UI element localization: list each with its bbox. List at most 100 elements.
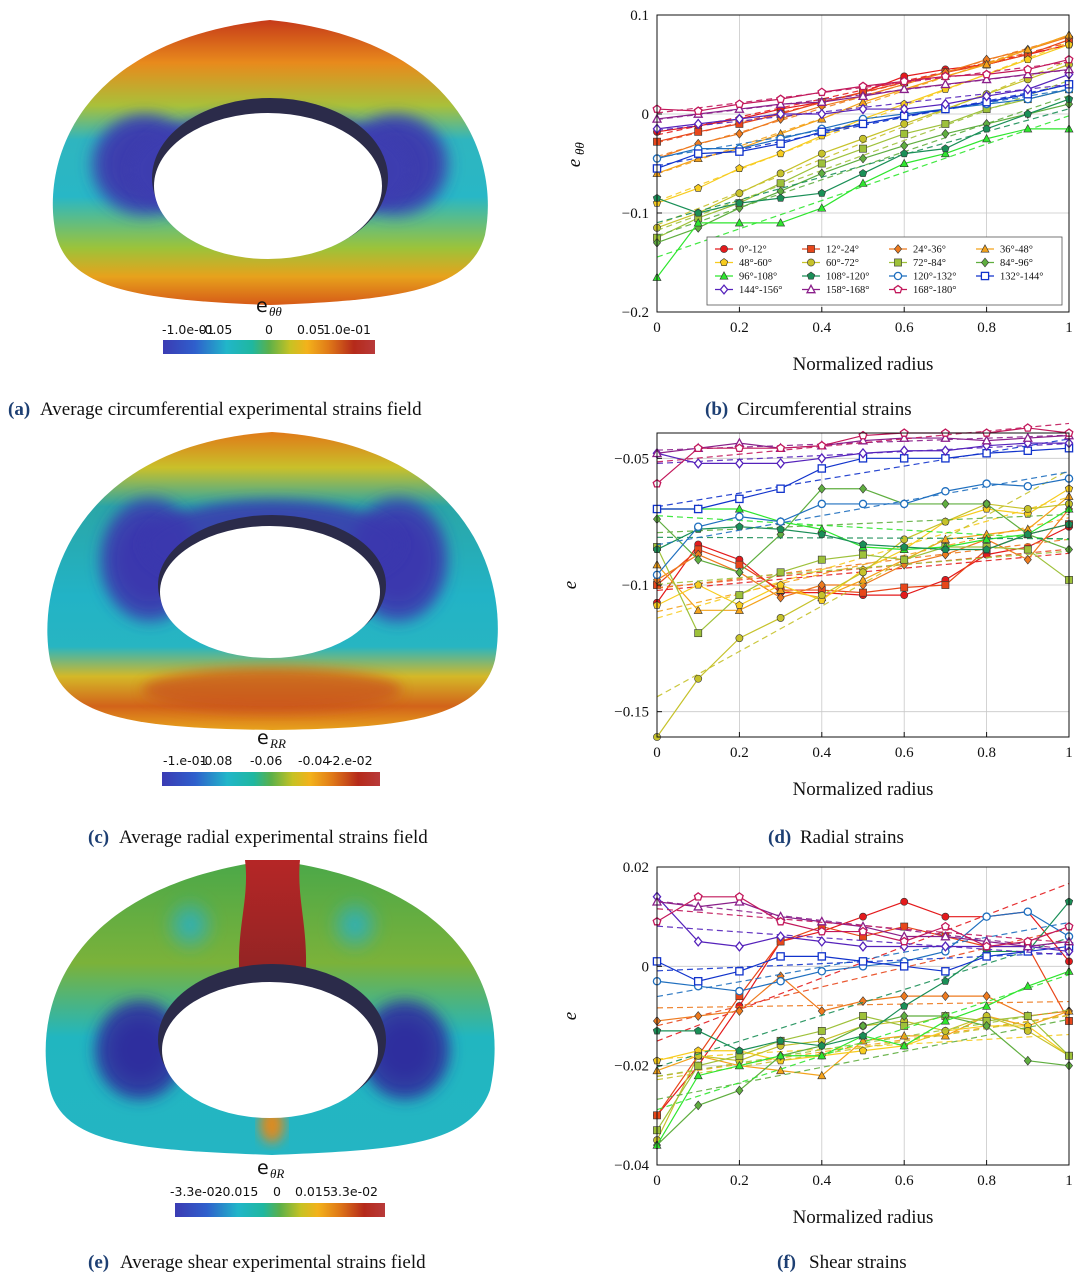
chart-d-point-13-9 [1022, 432, 1033, 442]
chart-f-point-11-3 [776, 952, 785, 961]
colorbar-a-tick-4: 1.0e-01 [323, 322, 371, 337]
chart-f-point-6-9 [1023, 1012, 1032, 1020]
chart-f-point-6-4 [817, 1027, 826, 1035]
chart-b-ytick-label-0: −0.2 [622, 305, 649, 321]
chart-f-point-8-3 [776, 1050, 786, 1060]
chart-b-series-8 [652, 115, 1074, 281]
chart-f-point-0-6 [900, 897, 909, 906]
colorbar-c-tick-4: -2.e-02 [328, 753, 373, 768]
chart-f-point-2-8 [982, 991, 991, 1002]
chart-d-point-9-2 [735, 522, 744, 531]
chart-d-point-10-8 [982, 479, 991, 488]
chart-b-point-6-5 [859, 144, 867, 153]
chart-d-point-9-8 [982, 545, 991, 554]
chart-f-ytick-label-2: 0 [642, 959, 650, 975]
chart-d-point-14-3 [776, 443, 786, 453]
chart-b-point-8-9 [1023, 124, 1033, 133]
chart-f-point-11-4 [817, 952, 827, 961]
chart-d-point-6-3 [776, 568, 785, 577]
chart-f-point-2-1 [694, 1011, 703, 1021]
chart-f-point-14-6 [899, 936, 909, 946]
chart-f-point-13-1 [693, 901, 704, 911]
chart-f-point-2-2 [735, 1006, 744, 1016]
chart-f-point-14-9 [1023, 936, 1033, 946]
chart-b-point-12-9 [1023, 83, 1033, 95]
legend-marker-9 [806, 271, 816, 280]
chart-d-point-6-6 [900, 555, 909, 564]
chart-d-point-7-8 [982, 499, 991, 509]
chart-b-point-12-3 [776, 108, 786, 120]
legend-marker-4 [719, 258, 729, 267]
chart-d-point-9-7 [941, 545, 950, 554]
colorbar-c-tick-3: -0.04 [298, 753, 330, 768]
chart-b-legend: 0°-12° 12°-24° 24°-36° 36°-48° 48°-60° 60°-72… [706, 236, 1063, 306]
chart-d-point-9-5 [858, 540, 868, 548]
chart-f-point-12-3 [776, 931, 786, 942]
chart-d-point-12-7 [940, 445, 950, 457]
chart-b-point-11-1 [693, 149, 703, 158]
chart-b-point-4-3 [776, 149, 785, 158]
chart-b-point-8-7 [940, 148, 950, 158]
chart-b-point-13-4 [816, 96, 827, 106]
field-c-radial [47, 432, 498, 730]
chart-d-point-7-7 [941, 499, 950, 509]
chart-f-point-8-7 [940, 1016, 950, 1025]
chart-d-point-2-9 [1023, 554, 1032, 565]
legend-label-3: 36°-48° [1000, 245, 1033, 256]
chart-b-xtick-label-1: 0.2 [730, 320, 749, 336]
chart-f-point-3-4 [817, 1070, 827, 1080]
caption-d-text: Radial strains [800, 827, 904, 848]
chart-d-point-13-8 [981, 435, 992, 445]
chart-d-point-7-2 [735, 567, 744, 578]
chart-b-point-4-2 [735, 164, 744, 172]
chart-f-point-13-7 [940, 930, 951, 941]
caption-b-text: Circumferential strains [737, 399, 912, 420]
chart-f-point-0-7 [941, 912, 950, 921]
chart-d-point-4-2 [735, 600, 744, 609]
chart-f-point-9-2 [735, 1046, 744, 1055]
chart-f-ytick-label-1: −0.02 [614, 1059, 649, 1075]
chart-b-point-14-2 [734, 99, 744, 108]
chart-d-xtick-label-1: 0.2 [730, 745, 749, 761]
chart-f-point-10-4 [817, 967, 827, 976]
chart-b-point-13-8 [981, 73, 992, 84]
chart-d-trend-12 [656, 442, 1070, 464]
caption-e-label: (e) [88, 1252, 109, 1273]
chart-d-point-3-1 [693, 605, 703, 614]
chart-f-point-4-5 [858, 1046, 868, 1055]
chart-b-point-11-4 [817, 127, 827, 137]
chart-b-point-9-9 [1023, 109, 1032, 118]
legend-marker-14 [893, 284, 903, 294]
chart-b-point-11-2 [735, 147, 744, 156]
legend-marker-5 [807, 258, 815, 267]
chart-b-series-13 [651, 63, 1075, 123]
chart-f-point-8-2 [734, 1060, 744, 1070]
legend-marker-11 [980, 271, 990, 281]
chart-f-point-9-4 [817, 1041, 826, 1050]
legend-marker-3 [980, 244, 990, 253]
chart-b-point-8-6 [899, 158, 909, 167]
chart-f-point-6-1 [694, 1061, 703, 1070]
chart-f-point-11-1 [693, 976, 703, 986]
legend-marker-12 [719, 284, 729, 295]
chart-d-point-10-5 [858, 499, 868, 509]
legend-label-12: 144°-156° [739, 285, 782, 296]
chart-f-point-8-9 [1023, 981, 1033, 990]
colorbar-a-tick-3: 0.05 [297, 322, 325, 337]
chart-b-xtick-label-2: 0.4 [812, 320, 831, 336]
chart-b-point-5-3 [776, 169, 785, 178]
caption-f-text: Shear strains [809, 1252, 907, 1273]
chart-d-xlabel: Normalized radius [793, 779, 934, 800]
chart-f-trend-12 [656, 925, 1070, 956]
caption-b-label: (b) [705, 399, 728, 420]
chart-f-point-6-5 [859, 1012, 867, 1020]
chart-d-point-4-1 [694, 580, 703, 589]
colorbar-c-title: e [257, 727, 269, 749]
chart-f-point-0-5 [859, 912, 867, 921]
chart-b-frame [656, 14, 1070, 313]
chart-b-trend-14 [656, 61, 1070, 114]
chart-b-trend-12 [656, 83, 1070, 131]
chart-b-point-9-1 [694, 208, 703, 217]
chart-b-point-12-6 [899, 103, 909, 115]
chart-b-series-9 [652, 94, 1074, 224]
